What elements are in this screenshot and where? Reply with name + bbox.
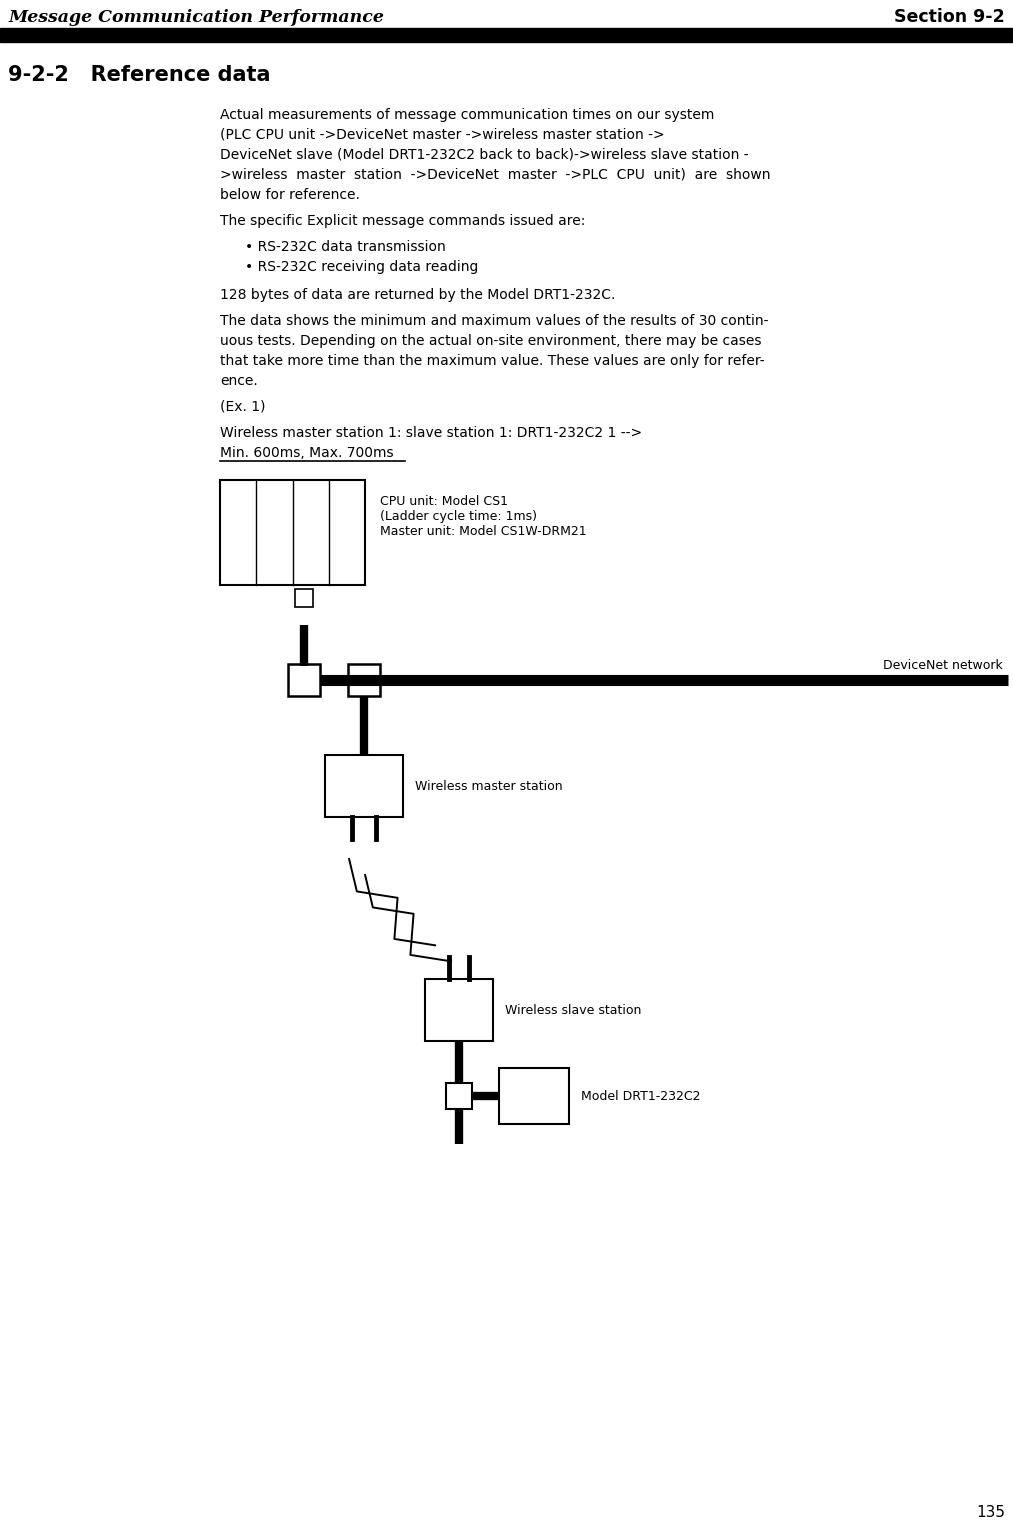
Bar <box>0 28 1013 41</box>
Text: Message Communication Performance: Message Communication Performance <box>8 9 384 26</box>
Text: that take more time than the maximum value. These values are only for refer-: that take more time than the maximum val… <box>220 355 765 368</box>
Text: The data shows the minimum and maximum values of the results of 30 contin-: The data shows the minimum and maximum v… <box>220 315 769 328</box>
Text: uous tests. Depending on the actual on-site environment, there may be cases: uous tests. Depending on the actual on-s… <box>220 335 762 348</box>
Text: (PLC CPU unit ->DeviceNet master ->wireless master station ->: (PLC CPU unit ->DeviceNet master ->wirel… <box>220 127 665 143</box>
Text: Model DRT1-232C2: Model DRT1-232C2 <box>581 1090 701 1102</box>
Text: DeviceNet slave (Model DRT1-232C2 back to back)->wireless slave station -: DeviceNet slave (Model DRT1-232C2 back t… <box>220 147 749 163</box>
Bar <box>220 480 365 585</box>
Text: Wireless master station 1: slave station 1: DRT1-232C2 1 -->: Wireless master station 1: slave station… <box>220 427 642 441</box>
Text: Wireless slave station: Wireless slave station <box>505 1004 641 1016</box>
Bar <box>425 979 493 1041</box>
Text: Actual measurements of message communication times on our system: Actual measurements of message communica… <box>220 107 714 121</box>
Bar <box>499 1068 569 1124</box>
Text: >wireless  master  station  ->DeviceNet  master  ->PLC  CPU  unit)  are  shown: >wireless master station ->DeviceNet mas… <box>220 167 771 183</box>
Text: 128 bytes of data are returned by the Model DRT1-232C.: 128 bytes of data are returned by the Mo… <box>220 289 615 302</box>
Bar <box>446 1084 472 1108</box>
Text: Wireless master station: Wireless master station <box>415 780 563 792</box>
Text: Min. 600ms, Max. 700ms: Min. 600ms, Max. 700ms <box>220 447 394 460</box>
Text: CPU unit: Model CS1
(Ladder cycle time: 1ms)
Master unit: Model CS1W-DRM21: CPU unit: Model CS1 (Ladder cycle time: … <box>380 494 587 537</box>
Text: DeviceNet network: DeviceNet network <box>883 659 1003 672</box>
Text: • RS-232C data transmission: • RS-232C data transmission <box>245 239 446 253</box>
Bar <box>348 665 380 695</box>
Text: Section 9-2: Section 9-2 <box>894 8 1005 26</box>
Text: 9-2-2   Reference data: 9-2-2 Reference data <box>8 64 270 84</box>
Bar <box>295 589 313 606</box>
Text: below for reference.: below for reference. <box>220 187 360 203</box>
Bar <box>325 755 403 817</box>
Text: • RS-232C receiving data reading: • RS-232C receiving data reading <box>245 259 478 275</box>
Text: 135: 135 <box>976 1504 1005 1520</box>
Bar <box>288 665 320 695</box>
Text: (Ex. 1): (Ex. 1) <box>220 401 265 414</box>
Text: ence.: ence. <box>220 375 257 388</box>
Text: The specific Explicit message commands issued are:: The specific Explicit message commands i… <box>220 213 586 229</box>
